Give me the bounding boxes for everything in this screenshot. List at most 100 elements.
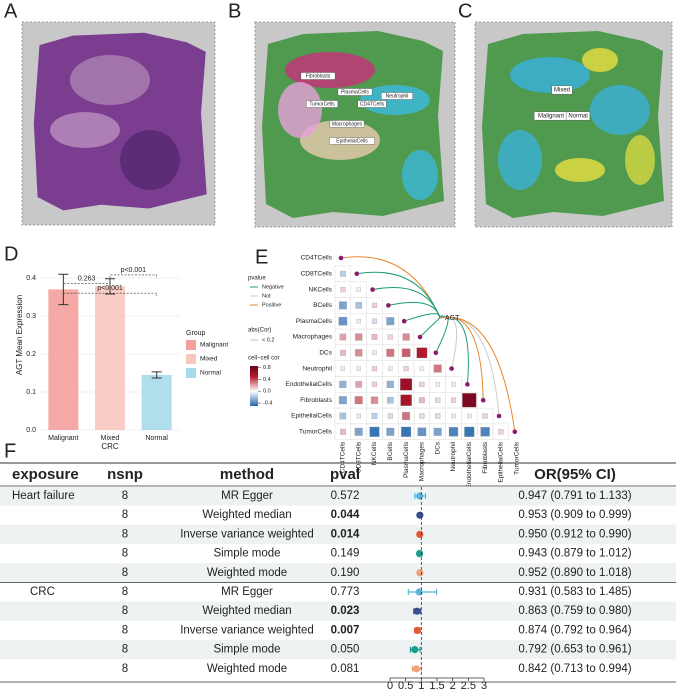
corr-cell <box>464 426 475 437</box>
method: Weighted median <box>202 509 291 521</box>
bar <box>95 286 125 430</box>
or-point <box>415 550 424 558</box>
corr-cell <box>482 413 488 419</box>
corr-cell <box>450 397 457 403</box>
method: Simple mode <box>213 548 280 560</box>
corr-cell <box>433 364 442 373</box>
pval: 0.190 <box>331 567 360 579</box>
method: MR Egger <box>221 586 273 598</box>
nsnp: 8 <box>122 663 128 675</box>
corr-cell <box>372 350 377 356</box>
y-tick-label: 0.1 <box>26 389 36 396</box>
corr-cell <box>371 302 378 308</box>
corr-cell <box>354 427 363 436</box>
row-label: DCs <box>319 350 332 357</box>
column-header: pval <box>330 466 360 483</box>
col-label: BCells <box>387 441 394 461</box>
legend-title: Group <box>186 330 206 337</box>
corr-cell <box>371 366 378 372</box>
method: Weighted mode <box>207 567 287 579</box>
method: Weighted median <box>202 605 291 617</box>
corr-cell <box>388 366 393 371</box>
corr-cell <box>419 381 425 387</box>
significance-bracket <box>63 292 157 297</box>
or-point <box>412 665 420 673</box>
corr-cell <box>355 302 362 309</box>
pval: 0.014 <box>331 528 360 540</box>
row-label: CD4TCells <box>301 255 333 262</box>
row-point <box>496 413 502 419</box>
col-label: TumorCells <box>513 441 520 475</box>
corr-cell <box>417 427 427 437</box>
corr-cell <box>387 334 393 340</box>
x-tick-label: 0.5 <box>398 680 413 692</box>
error-bar <box>105 278 115 295</box>
region-label: Normal <box>568 114 587 120</box>
corr-cell <box>338 316 348 326</box>
or-ci: 0.842 (0.713 to 0.994) <box>518 663 631 675</box>
panel-label: D <box>4 243 18 265</box>
row-band <box>0 486 676 506</box>
row-band <box>0 601 676 621</box>
exposure: Heart failure <box>12 490 75 502</box>
corr-cell <box>386 348 395 357</box>
or-ci: 0.792 (0.653 to 0.961) <box>518 644 631 656</box>
method: Weighted mode <box>207 663 287 675</box>
legend-swatch <box>186 340 196 350</box>
nsnp: 8 <box>122 624 128 636</box>
panel-label: E <box>255 246 268 268</box>
pval: 0.572 <box>331 490 360 502</box>
method: MR Egger <box>221 490 273 502</box>
label-box <box>551 85 573 95</box>
corr-cell <box>401 348 411 358</box>
x-tick-label: 2 <box>450 680 456 692</box>
corr-cell <box>386 317 395 326</box>
significance-label: p<0.001 <box>97 285 123 292</box>
significance-label: p<0.001 <box>121 267 147 274</box>
col-label: Neutrophil <box>450 441 457 471</box>
corr-cell <box>435 382 440 387</box>
col-label: CD4TCells <box>340 441 347 473</box>
row-label: PlasmaCells <box>296 318 333 325</box>
corr-cell <box>387 413 393 419</box>
or-point <box>416 530 424 539</box>
agt-link <box>439 316 516 432</box>
method: Inverse variance weighted <box>180 624 314 636</box>
row-point <box>480 397 486 403</box>
colorbar-label: 0.8 <box>263 365 271 371</box>
region-label: Mixed <box>554 88 570 94</box>
row-point <box>338 255 344 261</box>
or-ci: 0.863 (0.759 to 0.980) <box>518 605 631 617</box>
legend-swatch <box>186 354 196 364</box>
method: Inverse variance weighted <box>180 528 314 540</box>
corr-cell <box>419 413 425 419</box>
x-tick-label: Normal <box>145 435 168 442</box>
col-label: Fibroblasts <box>482 441 489 474</box>
corr-cell <box>339 412 347 420</box>
row-label: CD8TCells <box>301 271 333 278</box>
pval: 0.773 <box>331 586 360 598</box>
row-band <box>0 640 676 660</box>
corr-cell <box>339 333 347 341</box>
row-label: NKCells <box>309 286 333 293</box>
column-header: OR(95% CI) <box>534 466 616 483</box>
corr-cell <box>435 397 441 403</box>
region-label: Malignant <box>538 114 564 120</box>
corr-cell <box>356 318 361 324</box>
significance-label: 0.263 <box>78 276 96 283</box>
colorbar-label: 0.4 <box>263 377 271 383</box>
row-label: EndothelialCells <box>285 381 332 388</box>
col-label: Macrophages <box>419 441 426 481</box>
y-tick-label: 0.0 <box>26 427 36 434</box>
agt-link <box>419 314 443 338</box>
pval: 0.081 <box>331 663 360 675</box>
pval: 0.149 <box>331 548 360 560</box>
row-point <box>449 366 454 371</box>
nsnp: 8 <box>122 605 128 617</box>
col-label: NKCells <box>371 441 378 465</box>
corr-cell <box>433 427 442 436</box>
or-ci: 0.952 (0.890 to 1.018) <box>518 567 631 579</box>
corr-cell <box>355 349 363 357</box>
row-label: TumorCells <box>299 429 333 436</box>
